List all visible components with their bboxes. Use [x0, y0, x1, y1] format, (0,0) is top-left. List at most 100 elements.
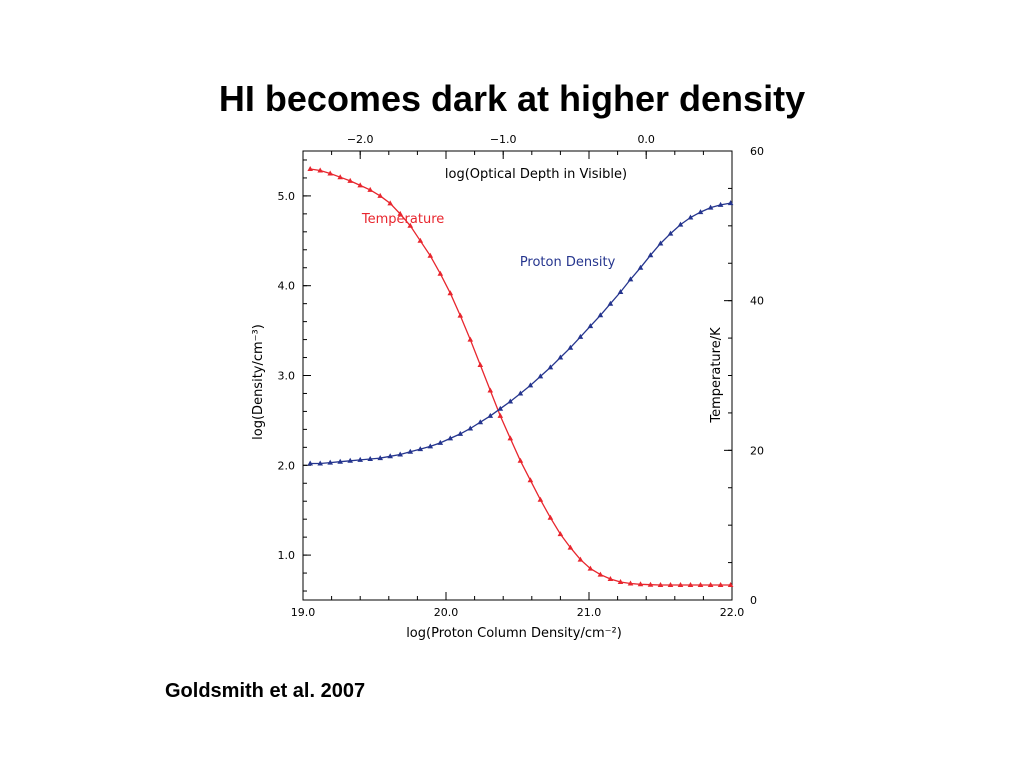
proton-density-point	[547, 364, 554, 370]
x2-tick-label: −2.0	[347, 133, 374, 146]
proton-density-point	[507, 398, 514, 404]
proton-density-point	[447, 435, 454, 441]
proton-density-point	[727, 200, 734, 206]
proton-density-point	[457, 430, 464, 436]
proton-density-point	[697, 209, 704, 215]
proton-density-point	[567, 344, 574, 350]
proton-density-point	[487, 412, 494, 418]
temperature-point	[527, 477, 534, 483]
y2-tick-label: 20	[750, 444, 764, 457]
temperature-point	[627, 580, 634, 586]
proton-density-point	[337, 458, 343, 464]
proton-density-point	[357, 456, 363, 462]
temperature-point	[337, 174, 343, 180]
temperature-line	[310, 168, 731, 586]
temperature-point	[327, 170, 333, 176]
proton-density-point	[597, 312, 604, 318]
temperature-point	[347, 177, 353, 183]
proton-density-point	[417, 446, 424, 452]
series-layer: Temperature Proton Density	[307, 166, 734, 587]
proton-density-point	[577, 333, 584, 339]
x-tick-label: 20.0	[434, 606, 459, 619]
temperature-point	[307, 166, 313, 171]
temperature-point	[607, 576, 614, 581]
citation: Goldsmith et al. 2007	[165, 680, 366, 702]
temperature-point	[677, 582, 684, 587]
temperature-point	[687, 582, 694, 587]
proton-density-line	[310, 202, 731, 465]
proton-density-point	[587, 323, 594, 329]
proton-density-point	[667, 230, 674, 236]
temperature-point	[557, 531, 564, 537]
y-tick-label: 3.0	[278, 370, 296, 383]
temperature-point	[597, 571, 604, 577]
proton-density-point	[397, 451, 403, 457]
temperature-point	[517, 457, 524, 463]
x2-tick-label: −1.0	[490, 133, 517, 146]
proton-density-point	[647, 252, 654, 258]
temperature-point	[487, 387, 494, 393]
series-temperature: Temperature	[307, 166, 734, 587]
x2-tick-label: 0.0	[637, 133, 655, 146]
y-tick-label: 1.0	[278, 549, 296, 562]
proton-density-point	[617, 289, 624, 294]
temperature-point	[647, 581, 654, 587]
labels-layer: log(Proton Column Density/cm⁻²) log(Opti…	[251, 167, 724, 641]
temperature-point	[587, 565, 594, 571]
temperature-point	[367, 186, 373, 192]
proton-density-point	[317, 460, 323, 466]
y-tick-label: 5.0	[278, 190, 296, 203]
proton-density-point	[677, 221, 684, 227]
proton-density-point	[517, 390, 524, 396]
proton-density-point	[377, 455, 383, 461]
temperature-point	[437, 270, 444, 276]
temperature-point	[637, 581, 644, 587]
series-proton-density: Proton Density	[307, 200, 734, 466]
proton-density-point	[307, 460, 313, 466]
temperature-point	[497, 412, 504, 418]
y2-tick-label: 40	[750, 295, 764, 308]
temperature-point	[567, 544, 574, 550]
proton-density-point	[497, 405, 504, 411]
temperature-point	[547, 514, 554, 520]
proton-density-point	[427, 443, 434, 449]
proton-density-point	[687, 214, 694, 220]
proton-density-point	[527, 382, 534, 388]
temperature-point	[707, 582, 714, 587]
temperature-point	[477, 362, 484, 367]
temperature-point	[397, 210, 403, 216]
proton-density-point	[437, 439, 444, 445]
temperature-legend-label: Temperature	[361, 212, 444, 227]
x-tick-label: 21.0	[577, 606, 602, 619]
temperature-point	[667, 582, 674, 587]
temperature-point	[447, 290, 454, 296]
temperature-point	[407, 222, 414, 228]
proton-density-point	[657, 240, 664, 246]
ticks-layer: 19.0 20.0 21.0 22.0 −2.0 −1.0 0.0 1.0 2.0 3.0 4.0 5…	[278, 133, 765, 619]
temperature-point	[717, 582, 724, 587]
proton-density-legend-label: Proton Density	[520, 255, 616, 270]
y-axis-label: log(Density/cm⁻³)	[251, 324, 266, 440]
y2-tick-label: 0	[750, 594, 757, 607]
y-tick-label: 4.0	[278, 280, 296, 293]
proton-density-point	[347, 457, 353, 463]
temperature-point	[697, 582, 704, 587]
proton-density-point	[387, 453, 393, 459]
x-tick-label: 22.0	[720, 606, 745, 619]
proton-density-point	[477, 419, 484, 425]
temperature-point	[577, 556, 584, 562]
proton-density-point	[367, 456, 373, 461]
proton-density-point	[717, 201, 724, 207]
temperature-point	[377, 192, 383, 198]
proton-density-point	[707, 204, 714, 210]
x-tick-label: 19.0	[291, 606, 316, 619]
proton-density-point	[557, 354, 564, 360]
proton-density-point	[627, 276, 634, 282]
temperature-point	[357, 182, 363, 188]
x-axis-label: log(Proton Column Density/cm⁻²)	[406, 626, 622, 641]
temperature-point	[537, 496, 544, 502]
temperature-point	[317, 167, 323, 173]
right-axis-label: Temperature/K	[709, 327, 724, 424]
temperature-point	[727, 582, 734, 587]
